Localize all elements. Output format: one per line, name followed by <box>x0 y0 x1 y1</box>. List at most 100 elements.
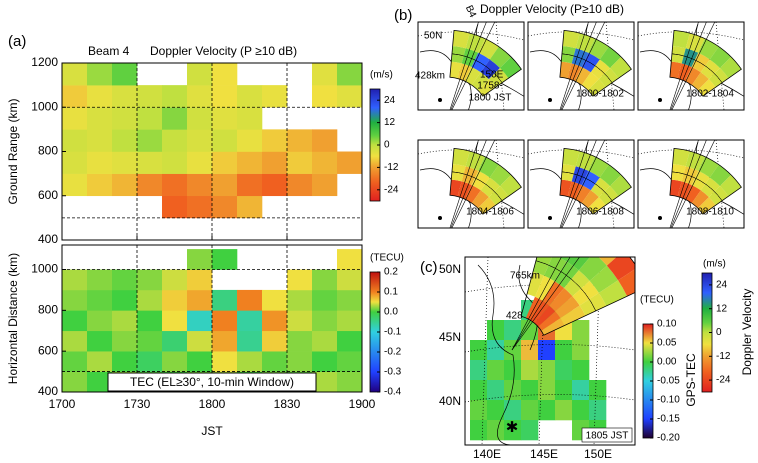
fan-cell <box>672 148 690 167</box>
heat-cell <box>262 151 288 174</box>
tec-cell <box>504 340 522 361</box>
longitude-line <box>593 257 601 445</box>
fan-outline <box>449 29 522 97</box>
fan-cell <box>606 257 635 281</box>
radar-site <box>438 216 442 220</box>
heat-cell <box>312 63 338 86</box>
fan-cell <box>618 269 635 297</box>
fan-outline <box>449 147 522 215</box>
heat-cell <box>312 289 338 311</box>
heat-cell <box>312 129 338 152</box>
fan-cell <box>587 79 606 97</box>
fan-cell <box>697 197 716 215</box>
map-panel <box>638 140 744 228</box>
heat-cell <box>237 85 263 108</box>
y-tick-label: 1200 <box>31 55 58 69</box>
heat-cell <box>87 129 113 152</box>
tec-cell <box>521 340 539 361</box>
panel-time: 1806-1808 <box>576 207 624 218</box>
tec-cell <box>538 380 556 401</box>
heat-cell <box>162 269 188 291</box>
panel-time: 1800 JST <box>469 93 512 104</box>
beam-line <box>449 140 479 228</box>
colorbar-tick-label: 24 <box>716 280 728 291</box>
heat-cell <box>62 129 88 152</box>
tec-cell <box>487 420 505 441</box>
beam-line <box>450 140 487 228</box>
tec-cell <box>572 340 590 361</box>
heat-cell <box>137 129 163 152</box>
heat-cell <box>187 289 213 311</box>
colorbar-label: (TECU) <box>370 253 404 264</box>
fan-cell <box>579 292 607 316</box>
colorbar-tick-label: -24 <box>716 375 731 386</box>
heat-cell <box>237 107 263 130</box>
fan-cell <box>558 257 570 262</box>
colorbar-label: (m/s) <box>370 70 393 81</box>
x-tick-label: 1730 <box>124 397 151 411</box>
heat-cell <box>287 310 313 332</box>
tec-cell <box>487 380 505 401</box>
colorbar-label: (m/s) <box>703 259 726 270</box>
plot-frame <box>61 244 363 393</box>
fan-cell <box>480 59 500 80</box>
beam-line <box>671 22 716 110</box>
fan-cell <box>669 179 682 197</box>
panel-label: (b) <box>394 7 412 24</box>
fan-cell <box>478 156 499 178</box>
panel-frame <box>527 21 635 111</box>
fan-cell <box>575 185 591 204</box>
map-panel <box>418 22 524 110</box>
heat-cell <box>212 107 238 130</box>
radar-site <box>438 98 442 102</box>
heat-cell <box>312 85 338 108</box>
tec-cell <box>572 400 590 421</box>
heat-cell <box>337 85 363 108</box>
tec-cell <box>572 380 590 401</box>
heat-cell <box>62 310 88 332</box>
colorbar-tick-label: -12 <box>384 162 399 173</box>
fan-cell <box>533 257 553 276</box>
range-arc <box>561 53 613 83</box>
heat-cell <box>137 85 163 108</box>
heat-cell <box>112 310 138 332</box>
heat-cell <box>137 330 163 352</box>
heat-cell <box>262 351 288 372</box>
heat-cell <box>112 173 138 197</box>
fan-cell <box>477 197 496 215</box>
tec-cell <box>521 360 539 381</box>
heat-cell <box>62 371 88 393</box>
heat-cell <box>262 85 288 108</box>
fan-cell <box>471 72 489 91</box>
tec-cell <box>504 360 522 381</box>
tec-cell <box>521 420 539 441</box>
range-arc <box>451 171 503 201</box>
heat-cell <box>187 85 213 108</box>
heat-cell <box>162 351 188 372</box>
y-tick-label: 400 <box>38 232 58 246</box>
heat-cell <box>162 129 188 152</box>
heat-cell <box>262 330 288 352</box>
tec-cell <box>538 340 556 361</box>
tec-cell <box>555 380 573 401</box>
beam-line <box>451 22 496 110</box>
fan-cell <box>452 148 470 167</box>
fan-cell <box>566 257 590 271</box>
range-label: 765km <box>510 271 540 282</box>
heat-cell <box>212 63 238 86</box>
y-axis-label: Ground Range (km) <box>6 98 20 204</box>
beam-line <box>560 22 597 110</box>
fan-cell <box>562 30 580 49</box>
fan-cell <box>471 190 489 209</box>
heat-cell <box>162 107 188 130</box>
x-tick-label: 1700 <box>49 397 76 411</box>
heat-cell <box>137 151 163 174</box>
longitude-line <box>538 257 546 445</box>
fan-cell <box>471 52 490 73</box>
map-panel <box>418 140 524 228</box>
heat-cell <box>87 63 113 86</box>
fan-cell <box>478 38 499 60</box>
heat-cell <box>312 173 338 197</box>
colorbar-tick-label: 0 <box>384 140 390 151</box>
fan-cell <box>598 68 619 88</box>
